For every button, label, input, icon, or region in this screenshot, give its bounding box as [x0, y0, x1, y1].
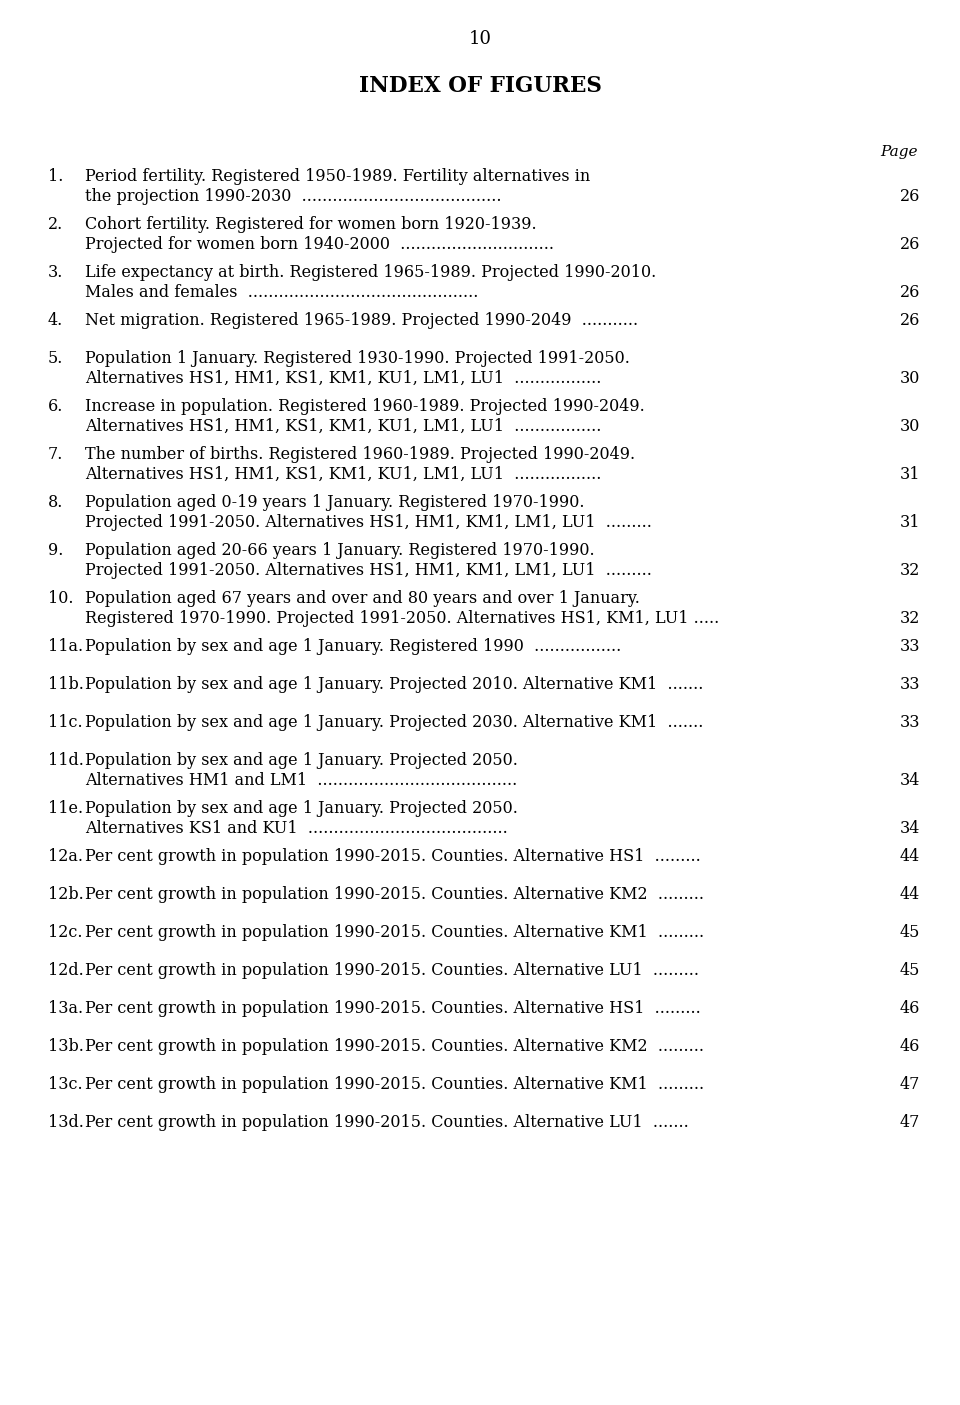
Text: Page: Page: [880, 145, 918, 159]
Text: Projected 1991-2050. Alternatives HS1, HM1, KM1, LM1, LU1  .........: Projected 1991-2050. Alternatives HS1, H…: [85, 514, 652, 531]
Text: Population by sex and age 1 January. Projected 2010. Alternative KM1  .......: Population by sex and age 1 January. Pro…: [85, 676, 704, 693]
Text: 26: 26: [900, 312, 920, 329]
Text: 32: 32: [900, 610, 920, 627]
Text: Alternatives HS1, HM1, KS1, KM1, KU1, LM1, LU1  .................: Alternatives HS1, HM1, KS1, KM1, KU1, LM…: [85, 466, 601, 483]
Text: 12c.: 12c.: [48, 924, 83, 941]
Text: 47: 47: [900, 1076, 920, 1093]
Text: Alternatives HS1, HM1, KS1, KM1, KU1, LM1, LU1  .................: Alternatives HS1, HM1, KS1, KM1, KU1, LM…: [85, 370, 601, 386]
Text: 44: 44: [900, 849, 920, 865]
Text: Population 1 January. Registered 1930-1990. Projected 1991-2050.: Population 1 January. Registered 1930-19…: [85, 350, 630, 367]
Text: 33: 33: [900, 676, 920, 693]
Text: Increase in population. Registered 1960-1989. Projected 1990-2049.: Increase in population. Registered 1960-…: [85, 398, 645, 414]
Text: Population aged 0-19 years 1 January. Registered 1970-1990.: Population aged 0-19 years 1 January. Re…: [85, 495, 585, 511]
Text: 30: 30: [900, 419, 920, 436]
Text: Per cent growth in population 1990-2015. Counties. Alternative KM1  .........: Per cent growth in population 1990-2015.…: [85, 1076, 704, 1093]
Text: Per cent growth in population 1990-2015. Counties. Alternative KM2  .........: Per cent growth in population 1990-2015.…: [85, 1038, 704, 1055]
Text: 13b.: 13b.: [48, 1038, 84, 1055]
Text: Population aged 67 years and over and 80 years and over 1 January.: Population aged 67 years and over and 80…: [85, 590, 640, 607]
Text: 5.: 5.: [48, 350, 63, 367]
Text: 26: 26: [900, 236, 920, 253]
Text: 33: 33: [900, 714, 920, 731]
Text: Population by sex and age 1 January. Registered 1990  .................: Population by sex and age 1 January. Reg…: [85, 638, 621, 655]
Text: 33: 33: [900, 638, 920, 655]
Text: Period fertility. Registered 1950-1989. Fertility alternatives in: Period fertility. Registered 1950-1989. …: [85, 169, 590, 185]
Text: Per cent growth in population 1990-2015. Counties. Alternative KM2  .........: Per cent growth in population 1990-2015.…: [85, 887, 704, 903]
Text: 34: 34: [900, 771, 920, 790]
Text: 11c.: 11c.: [48, 714, 83, 731]
Text: Registered 1970-1990. Projected 1991-2050. Alternatives HS1, KM1, LU1 .....: Registered 1970-1990. Projected 1991-205…: [85, 610, 719, 627]
Text: Per cent growth in population 1990-2015. Counties. Alternative KM1  .........: Per cent growth in population 1990-2015.…: [85, 924, 704, 941]
Text: 11e.: 11e.: [48, 799, 84, 816]
Text: 31: 31: [900, 466, 920, 483]
Text: 10: 10: [468, 30, 492, 48]
Text: Projected 1991-2050. Alternatives HS1, HM1, KM1, LM1, LU1  .........: Projected 1991-2050. Alternatives HS1, H…: [85, 562, 652, 579]
Text: Population aged 20-66 years 1 January. Registered 1970-1990.: Population aged 20-66 years 1 January. R…: [85, 542, 594, 559]
Text: Cohort fertility. Registered for women born 1920-1939.: Cohort fertility. Registered for women b…: [85, 216, 537, 233]
Text: 34: 34: [900, 821, 920, 837]
Text: 30: 30: [900, 370, 920, 386]
Text: Alternatives KS1 and KU1  .......................................: Alternatives KS1 and KU1 ...............…: [85, 821, 508, 837]
Text: 44: 44: [900, 887, 920, 903]
Text: 2.: 2.: [48, 216, 63, 233]
Text: 10.: 10.: [48, 590, 74, 607]
Text: The number of births. Registered 1960-1989. Projected 1990-2049.: The number of births. Registered 1960-19…: [85, 445, 636, 464]
Text: 13a.: 13a.: [48, 1000, 84, 1017]
Text: 4.: 4.: [48, 312, 63, 329]
Text: 6.: 6.: [48, 398, 63, 414]
Text: 45: 45: [900, 924, 920, 941]
Text: Population by sex and age 1 January. Projected 2050.: Population by sex and age 1 January. Pro…: [85, 799, 517, 816]
Text: 1.: 1.: [48, 169, 63, 185]
Text: 12d.: 12d.: [48, 962, 84, 979]
Text: Per cent growth in population 1990-2015. Counties. Alternative HS1  .........: Per cent growth in population 1990-2015.…: [85, 1000, 701, 1017]
Text: 8.: 8.: [48, 495, 63, 511]
Text: Population by sex and age 1 January. Projected 2030. Alternative KM1  .......: Population by sex and age 1 January. Pro…: [85, 714, 704, 731]
Text: 3.: 3.: [48, 264, 63, 281]
Text: Life expectancy at birth. Registered 1965-1989. Projected 1990-2010.: Life expectancy at birth. Registered 196…: [85, 264, 657, 281]
Text: 9.: 9.: [48, 542, 63, 559]
Text: 26: 26: [900, 284, 920, 301]
Text: INDEX OF FIGURES: INDEX OF FIGURES: [359, 74, 601, 97]
Text: Per cent growth in population 1990-2015. Counties. Alternative HS1  .........: Per cent growth in population 1990-2015.…: [85, 849, 701, 865]
Text: 11b.: 11b.: [48, 676, 84, 693]
Text: Per cent growth in population 1990-2015. Counties. Alternative LU1  .......: Per cent growth in population 1990-2015.…: [85, 1114, 688, 1131]
Text: Alternatives HM1 and LM1  .......................................: Alternatives HM1 and LM1 ...............…: [85, 771, 517, 790]
Text: 13c.: 13c.: [48, 1076, 83, 1093]
Text: 47: 47: [900, 1114, 920, 1131]
Text: 11d.: 11d.: [48, 752, 84, 769]
Text: 11a.: 11a.: [48, 638, 84, 655]
Text: 32: 32: [900, 562, 920, 579]
Text: 13d.: 13d.: [48, 1114, 84, 1131]
Text: the projection 1990-2030  .......................................: the projection 1990-2030 ...............…: [85, 188, 501, 205]
Text: Projected for women born 1940-2000  ..............................: Projected for women born 1940-2000 .....…: [85, 236, 554, 253]
Text: 31: 31: [900, 514, 920, 531]
Text: Net migration. Registered 1965-1989. Projected 1990-2049  ...........: Net migration. Registered 1965-1989. Pro…: [85, 312, 638, 329]
Text: 12a.: 12a.: [48, 849, 83, 865]
Text: 45: 45: [900, 962, 920, 979]
Text: Per cent growth in population 1990-2015. Counties. Alternative LU1  .........: Per cent growth in population 1990-2015.…: [85, 962, 699, 979]
Text: 12b.: 12b.: [48, 887, 84, 903]
Text: 26: 26: [900, 188, 920, 205]
Text: 46: 46: [900, 1000, 920, 1017]
Text: Alternatives HS1, HM1, KS1, KM1, KU1, LM1, LU1  .................: Alternatives HS1, HM1, KS1, KM1, KU1, LM…: [85, 419, 601, 436]
Text: 7.: 7.: [48, 445, 63, 464]
Text: 46: 46: [900, 1038, 920, 1055]
Text: Males and females  .............................................: Males and females ......................…: [85, 284, 478, 301]
Text: Population by sex and age 1 January. Projected 2050.: Population by sex and age 1 January. Pro…: [85, 752, 517, 769]
